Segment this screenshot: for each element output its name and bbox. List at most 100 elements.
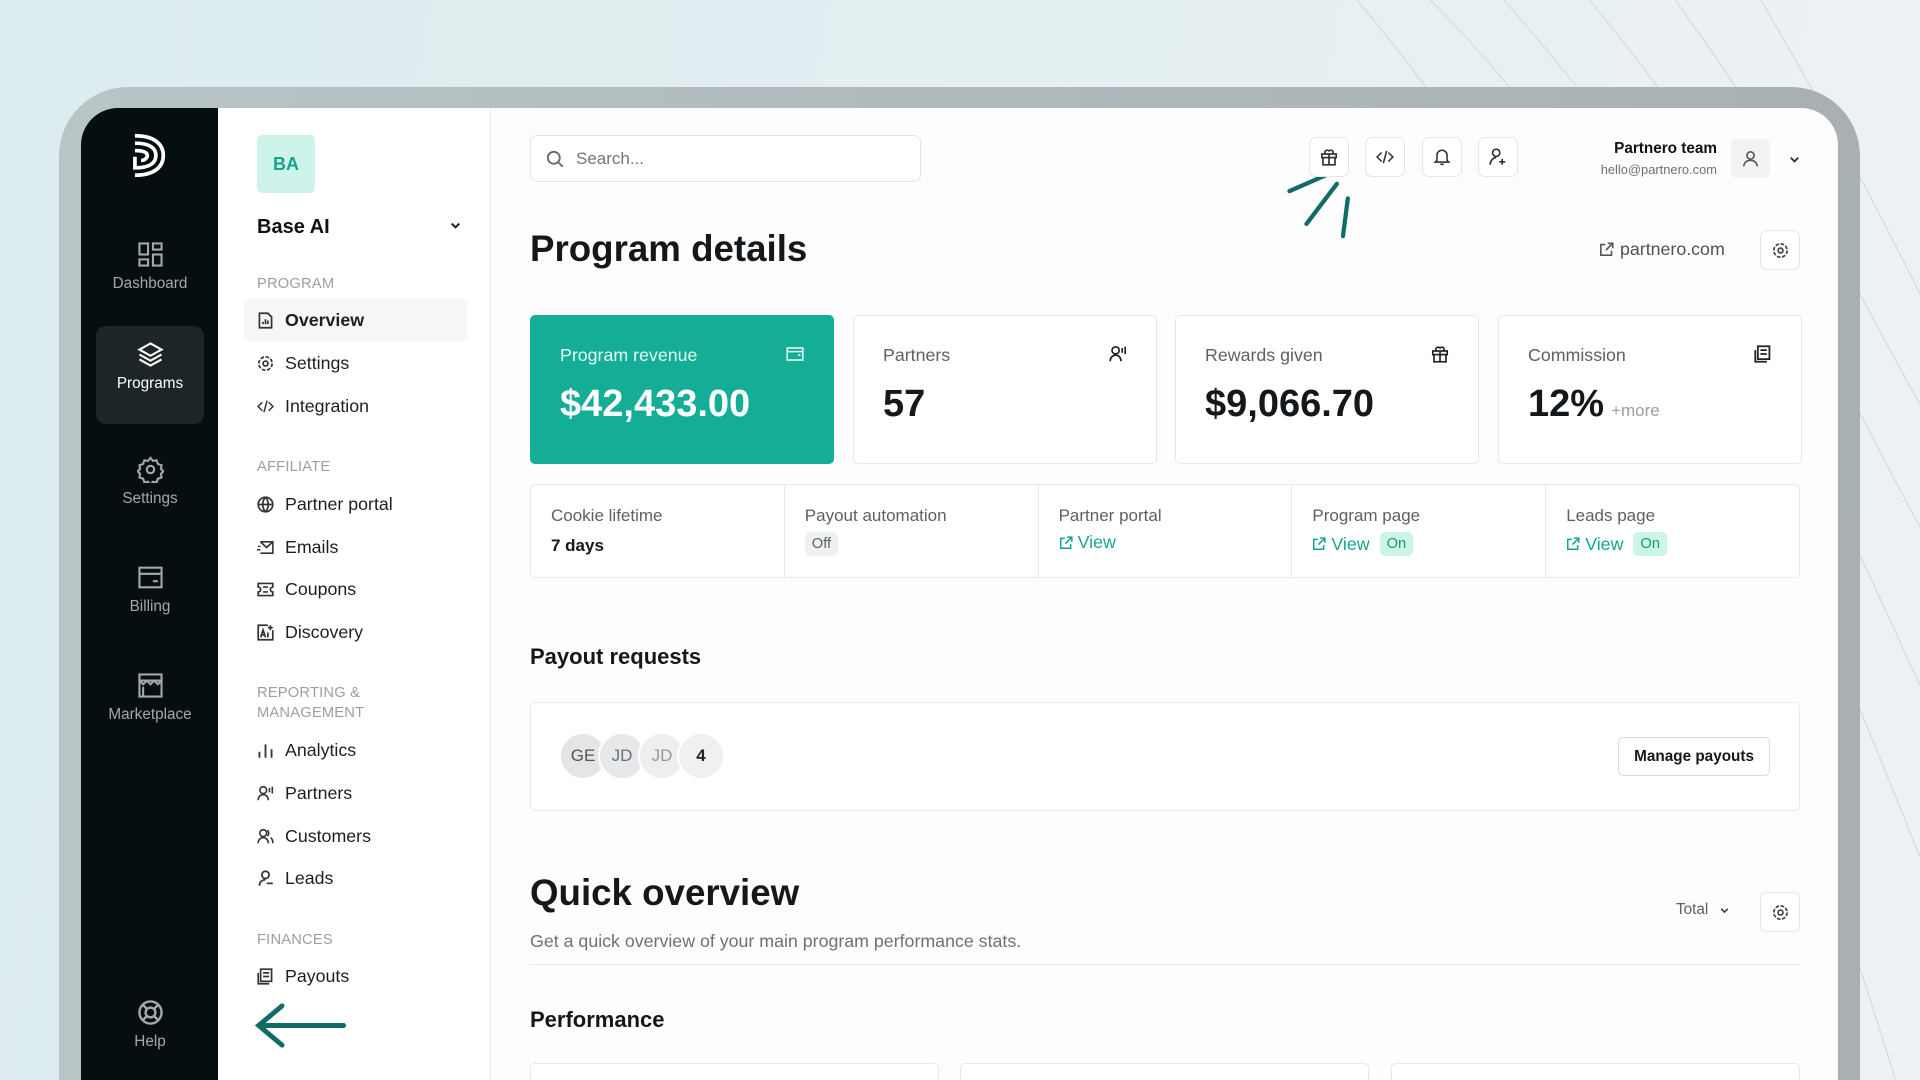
stat-value: 12% bbox=[1528, 383, 1605, 425]
stat-value: $9,066.70 bbox=[1205, 383, 1375, 425]
nav-item-integration[interactable]: Integration bbox=[244, 385, 467, 427]
stat-card-commission: Commission 12% +more bbox=[1498, 315, 1802, 464]
view-label: View bbox=[1331, 533, 1370, 554]
view-label: View bbox=[1585, 533, 1624, 554]
rail-item-help[interactable]: Help bbox=[96, 984, 204, 1074]
gear-icon bbox=[257, 355, 274, 371]
performance-card bbox=[530, 1063, 939, 1080]
nav-item-coupons[interactable]: Coupons bbox=[244, 568, 467, 610]
site-link[interactable]: partnero.com bbox=[1599, 239, 1725, 260]
rail-item-marketplace[interactable]: Marketplace bbox=[96, 657, 204, 755]
code-icon bbox=[1376, 150, 1394, 164]
bell-icon bbox=[1433, 149, 1451, 166]
embed-code-button[interactable] bbox=[1365, 137, 1405, 177]
period-select[interactable]: Total bbox=[1676, 901, 1731, 919]
main-content: Partnero team hello@partnero.com Program… bbox=[491, 108, 1838, 1080]
user-avatar[interactable] bbox=[1731, 139, 1770, 178]
page-title: Program details bbox=[530, 228, 808, 269]
search-box[interactable] bbox=[530, 135, 921, 182]
document-icon bbox=[1754, 345, 1771, 363]
site-link-label: partnero.com bbox=[1620, 239, 1725, 259]
divider bbox=[530, 964, 1800, 965]
gift-button[interactable] bbox=[1309, 137, 1349, 177]
nav-item-emails[interactable]: Emails bbox=[244, 526, 467, 568]
chevron-down-icon[interactable] bbox=[1787, 152, 1802, 167]
stat-label: Rewards given bbox=[1205, 345, 1323, 365]
gift-icon bbox=[1320, 149, 1338, 166]
nav-label: Coupons bbox=[285, 578, 357, 599]
gear-icon bbox=[1772, 242, 1788, 258]
info-cookie-lifetime: Cookie lifetime 7 days bbox=[531, 485, 785, 577]
stat-card-rewards: Rewards given $9,066.70 bbox=[1175, 315, 1479, 464]
view-link[interactable]: View bbox=[1059, 532, 1116, 553]
status-badge: On bbox=[1633, 532, 1668, 556]
nav-item-partner-portal[interactable]: Partner portal bbox=[244, 483, 467, 525]
view-link[interactable]: View bbox=[1312, 533, 1370, 555]
program-settings-button[interactable] bbox=[1760, 230, 1800, 270]
secondary-nav: BA Base AI PROGRAM Overview Settings Int… bbox=[218, 108, 491, 1080]
section-reporting: REPORTING & MANAGEMENT bbox=[257, 685, 365, 721]
code-icon bbox=[257, 399, 274, 413]
external-link-icon bbox=[1600, 242, 1614, 256]
users-icon bbox=[257, 828, 274, 843]
user-plus-icon bbox=[1489, 148, 1506, 165]
nav-item-overview[interactable]: Overview bbox=[244, 299, 467, 341]
gift-icon bbox=[1431, 346, 1449, 363]
info-payout-automation: Payout automation Off bbox=[785, 485, 1039, 577]
nav-item-leads[interactable]: Leads bbox=[244, 857, 467, 899]
partner-icon bbox=[1109, 345, 1127, 362]
invite-user-button[interactable] bbox=[1478, 137, 1518, 177]
more-link[interactable]: +more bbox=[1611, 401, 1660, 420]
overview-settings-button[interactable] bbox=[1760, 892, 1800, 932]
section-affiliate: AFFILIATE bbox=[257, 459, 331, 475]
status-badge: On bbox=[1379, 532, 1414, 556]
section-finances: FINANCES bbox=[257, 932, 333, 948]
nav-item-settings[interactable]: Settings bbox=[244, 342, 467, 384]
nav-label: Discovery bbox=[285, 621, 364, 642]
user-name: Partnero team bbox=[1614, 140, 1717, 157]
chevron-down-icon bbox=[1720, 907, 1729, 913]
nav-label: Leads bbox=[285, 867, 334, 888]
nav-item-payouts[interactable]: Payouts bbox=[244, 955, 467, 997]
info-label: Leads page bbox=[1566, 506, 1656, 525]
info-value: 7 days bbox=[551, 536, 604, 555]
card-icon bbox=[137, 566, 163, 589]
user-email: hello@partnero.com bbox=[1600, 162, 1717, 177]
stat-card-revenue: Program revenue $42,433.00 bbox=[530, 315, 834, 464]
report-icon bbox=[258, 311, 273, 329]
rail-item-programs[interactable]: Programs bbox=[96, 326, 204, 424]
rail-item-dashboard[interactable]: Dashboard bbox=[96, 226, 204, 324]
info-partner-portal: Partner portal View bbox=[1039, 485, 1293, 577]
chevron-down-icon[interactable] bbox=[448, 218, 463, 233]
rail-item-billing[interactable]: Billing bbox=[96, 549, 204, 647]
gear-icon bbox=[1772, 904, 1788, 920]
user-icon bbox=[258, 869, 273, 886]
search-icon bbox=[546, 150, 564, 167]
nav-label: Analytics bbox=[285, 739, 357, 760]
nav-item-customers[interactable]: Customers bbox=[244, 815, 467, 857]
stat-value: $42,433.00 bbox=[560, 383, 751, 425]
nav-item-analytics[interactable]: Analytics bbox=[244, 729, 467, 771]
nav-label: Partner portal bbox=[285, 493, 393, 514]
nav-label: Settings bbox=[285, 352, 350, 373]
nav-item-discovery[interactable]: Discovery bbox=[244, 611, 467, 653]
store-icon bbox=[137, 673, 163, 698]
manage-payouts-button[interactable]: Manage payouts bbox=[1618, 737, 1770, 776]
avatar-count: 4 bbox=[677, 732, 725, 780]
grid-icon bbox=[137, 242, 163, 267]
nav-label: Overview bbox=[285, 309, 365, 330]
org-name[interactable]: Base AI bbox=[257, 216, 330, 238]
layers-icon bbox=[136, 342, 164, 367]
search-input[interactable] bbox=[576, 148, 896, 169]
nav-item-partners[interactable]: Partners bbox=[244, 772, 467, 814]
org-avatar: BA bbox=[257, 135, 315, 193]
user-icon bbox=[1743, 151, 1758, 167]
notifications-button[interactable] bbox=[1422, 137, 1462, 177]
rail-item-settings[interactable]: Settings bbox=[96, 441, 204, 539]
rail-label: Dashboard bbox=[112, 275, 188, 292]
app-window: Dashboard Programs Settings Billing Mark… bbox=[81, 108, 1838, 1080]
info-label: Payout automation bbox=[804, 506, 947, 525]
view-link[interactable]: View bbox=[1566, 534, 1623, 555]
nav-label: Integration bbox=[285, 395, 370, 416]
document-icon bbox=[257, 967, 273, 985]
